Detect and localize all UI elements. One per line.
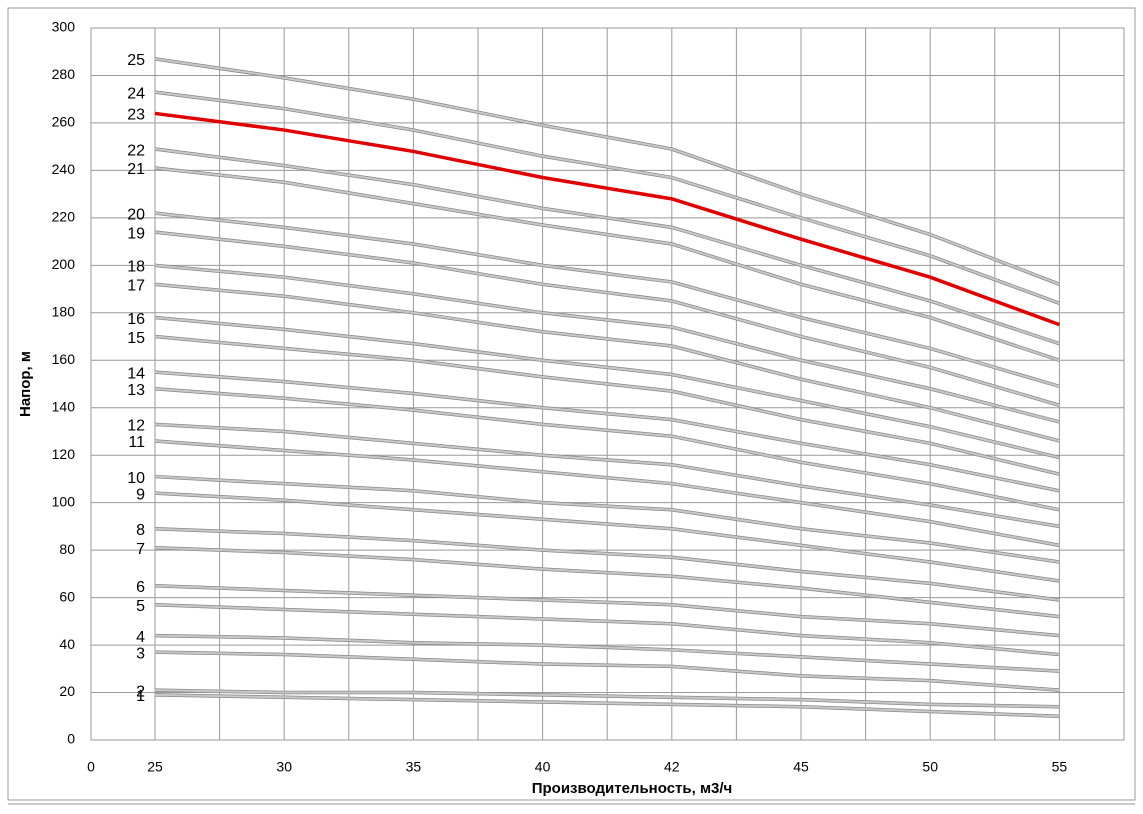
series-label: 2 [136, 683, 145, 700]
x-axis-title: Производительность, м3/ч [532, 780, 733, 797]
series-line [154, 634, 1060, 673]
series-label: 24 [127, 85, 145, 102]
x-tick-label: 42 [664, 759, 680, 775]
series-label: 9 [136, 486, 145, 503]
x-tick-label: 55 [1052, 759, 1068, 775]
series-label: 10 [127, 470, 145, 487]
series-label: 22 [127, 142, 145, 159]
y-tick-label: 200 [52, 256, 76, 272]
series-line [154, 527, 1060, 601]
y-tick-label: 220 [52, 209, 76, 225]
series-label: 25 [127, 52, 145, 69]
x-tick-label: 30 [276, 759, 292, 775]
y-tick-label: 140 [52, 398, 76, 414]
series-label: 6 [136, 579, 145, 596]
x-tick-label: 40 [535, 759, 551, 775]
series-line [154, 651, 1060, 692]
y-tick-label: 120 [52, 446, 76, 462]
series-line [154, 423, 1060, 528]
series-label: 4 [136, 629, 145, 646]
series-label: 1 [136, 688, 145, 705]
series-line [154, 584, 1060, 637]
series-line [154, 546, 1060, 618]
series-line [154, 316, 1060, 459]
y-tick-label: 100 [52, 493, 76, 509]
x-tick-label: 0 [87, 759, 95, 775]
x-tick-label: 50 [922, 759, 938, 775]
series-line [154, 91, 1060, 305]
series-line [154, 264, 1060, 423]
series-label: 8 [136, 522, 145, 539]
series-line [154, 387, 1060, 511]
plot-border [90, 27, 1125, 741]
series-label: 16 [127, 311, 145, 328]
series-line [154, 111, 1061, 327]
y-tick-label: 0 [67, 731, 75, 747]
series-label: 5 [136, 598, 145, 615]
series-line [154, 693, 1060, 718]
series-line [154, 603, 1060, 656]
series-line [154, 689, 1060, 708]
y-tick-label: 180 [52, 304, 76, 320]
series-label: 13 [127, 382, 145, 399]
series-label: 23 [127, 107, 145, 124]
series-line [154, 167, 1060, 362]
series-line [154, 475, 1060, 563]
x-tick-label: 35 [406, 759, 422, 775]
y-tick-label: 80 [59, 541, 75, 557]
series-line [154, 212, 1060, 388]
y-tick-label: 40 [59, 636, 75, 652]
y-axis-title: Напор, м [17, 351, 34, 417]
series-label: 20 [127, 206, 145, 223]
series-label: 14 [127, 365, 145, 382]
series-label: 18 [127, 259, 145, 276]
y-tick-label: 280 [52, 66, 76, 82]
y-tick-label: 60 [59, 588, 75, 604]
series-line [154, 371, 1060, 492]
chart-frame [7, 7, 1136, 801]
series-label: 21 [127, 161, 145, 178]
series-line [154, 492, 1060, 582]
series-label: 12 [127, 418, 145, 435]
series-label: 19 [127, 225, 145, 242]
y-tick-label: 300 [52, 19, 76, 35]
series-line [154, 335, 1060, 476]
y-tick-label: 240 [52, 161, 76, 177]
y-tick-label: 260 [52, 114, 76, 130]
series-label: 17 [127, 278, 145, 295]
series-line [154, 439, 1060, 547]
series-label: 3 [136, 645, 145, 662]
y-tick-label: 160 [52, 351, 76, 367]
series-line [154, 57, 1060, 286]
series-label: 7 [136, 541, 145, 558]
series-label: 15 [127, 330, 145, 347]
y-tick-label: 20 [59, 683, 75, 699]
x-tick-label: 45 [793, 759, 809, 775]
series-line [154, 283, 1060, 442]
series-line [154, 231, 1060, 407]
x-tick-label: 25 [147, 759, 163, 775]
series-line [154, 148, 1060, 345]
series-label: 11 [128, 434, 145, 451]
